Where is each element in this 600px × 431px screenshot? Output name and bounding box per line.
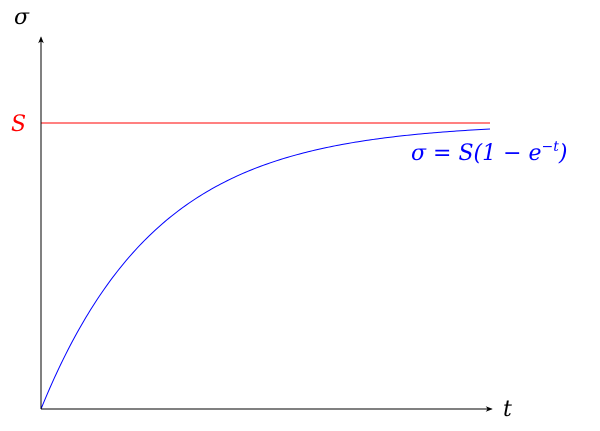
asymptote-label: S (11, 112, 26, 137)
y-axis-label: σ (14, 5, 30, 30)
curve-series (40, 128, 491, 410)
curve-label: σ = S(1 − e−t) (411, 139, 567, 166)
x-axis-label: t (503, 397, 512, 422)
